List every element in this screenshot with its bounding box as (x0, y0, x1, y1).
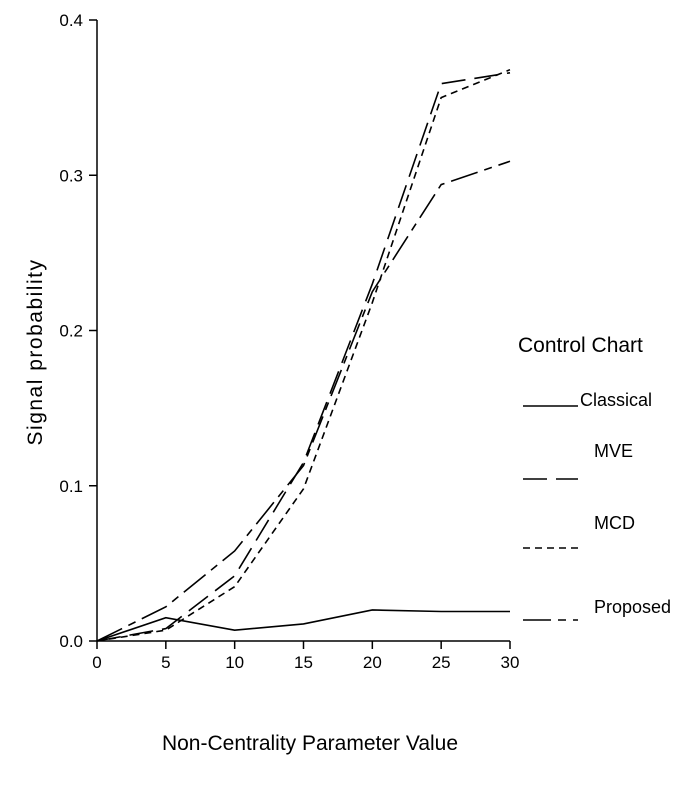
x-tick-label: 25 (432, 653, 451, 672)
series-line-classical (96, 609, 510, 642)
x-tick-label: 30 (501, 653, 520, 672)
legend-label-classical: Classical (580, 390, 652, 410)
y-tick-label: 0.0 (59, 632, 83, 651)
x-ticks: 0 5 10 15 20 25 30 (92, 641, 519, 672)
legend-items: Classical MVE MCD Proposed (523, 390, 671, 621)
x-tick-label: 0 (92, 653, 101, 672)
legend-label-mve: MVE (594, 441, 633, 461)
plot-lines (96, 68, 511, 642)
legend-label-mcd: MCD (594, 513, 635, 533)
y-axis-title: Signal probability (24, 259, 47, 446)
legend: Control Chart Classical MVE MCD Proposed (518, 334, 671, 621)
series-line-proposed (96, 160, 511, 642)
axes: 0 5 10 15 20 25 30 0.0 0.1 0.2 0.3 0.4 (59, 11, 519, 672)
x-tick-label: 5 (161, 653, 170, 672)
x-axis-title: Non-Centrality Parameter Value (162, 732, 458, 755)
y-tick-label: 0.1 (59, 477, 83, 496)
series-line-mve (96, 71, 511, 642)
series-line-mcd (96, 68, 511, 642)
x-tick-label: 10 (225, 653, 244, 672)
y-tick-label: 0.3 (59, 166, 83, 185)
x-tick-label: 20 (363, 653, 382, 672)
y-tick-label: 0.4 (59, 11, 83, 30)
x-tick-label: 15 (294, 653, 313, 672)
legend-label-proposed: Proposed (594, 597, 671, 617)
y-tick-label: 0.2 (59, 322, 83, 341)
legend-title: Control Chart (518, 334, 643, 357)
y-ticks: 0.0 0.1 0.2 0.3 0.4 (59, 11, 97, 651)
